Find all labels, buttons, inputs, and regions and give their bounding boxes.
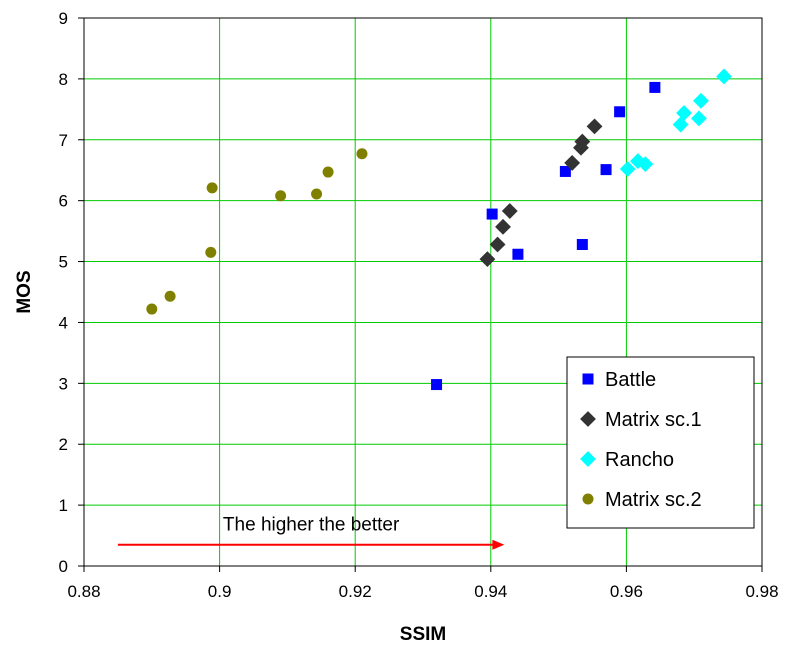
x-tick-label: 0.98: [745, 582, 778, 601]
data-point: [486, 208, 498, 220]
data-point: [574, 133, 591, 150]
y-axis-title: MOS: [14, 270, 35, 313]
y-tick-label: 3: [59, 374, 68, 393]
legend-label: Rancho: [605, 449, 674, 471]
y-tick-label: 6: [59, 192, 68, 211]
legend-label: Battle: [605, 369, 656, 391]
data-point: [676, 105, 692, 121]
data-point: [164, 290, 176, 302]
data-point: [576, 239, 588, 251]
data-point: [693, 92, 709, 109]
x-tick-label: 0.92: [339, 582, 372, 601]
data-point: [311, 188, 323, 200]
series-matrix-sc-1: [479, 118, 603, 268]
data-point: [206, 182, 218, 194]
x-tick-label: 0.9: [208, 582, 232, 601]
x-axis-ticks: 0.88 0.9 0.92 0.94 0.96 0.98: [67, 566, 779, 601]
annotation-text: The higher the better: [223, 515, 400, 536]
data-point: [489, 236, 506, 253]
data-point: [275, 190, 287, 202]
data-point: [495, 218, 511, 235]
legend-marker: [580, 411, 596, 427]
legend-label: Matrix sc.1: [605, 409, 702, 431]
x-tick-label: 0.88: [67, 582, 100, 601]
y-tick-label: 2: [59, 435, 68, 454]
data-point: [691, 110, 707, 127]
data-point: [564, 154, 581, 171]
x-tick-label: 0.94: [474, 582, 507, 601]
legend-entry: Battle: [582, 369, 656, 391]
data-points: [146, 68, 732, 391]
data-point: [479, 251, 496, 268]
legend-entry: Matrix sc.1: [580, 409, 702, 431]
legend-marker: [582, 493, 594, 505]
data-point: [649, 81, 661, 93]
y-tick-label: 8: [59, 70, 68, 89]
y-tick-label: 9: [59, 9, 68, 28]
data-point: [637, 156, 654, 173]
legend: Battle Matrix sc.1 Rancho Matrix sc.2: [566, 356, 755, 529]
legend-entry: Rancho: [580, 449, 674, 471]
y-tick-label: 4: [59, 313, 68, 332]
data-point: [614, 106, 626, 118]
legend-label: Matrix sc.2: [605, 489, 702, 511]
legend-box: [566, 356, 755, 529]
data-point: [672, 116, 689, 133]
y-tick-label: 1: [59, 496, 68, 515]
x-tick-label: 0.96: [610, 582, 643, 601]
y-tick-label: 7: [59, 131, 68, 150]
data-point: [600, 164, 612, 176]
red-arrowhead: [492, 539, 505, 550]
plot-area-border: [83, 17, 763, 567]
data-point: [512, 248, 524, 260]
data-point: [205, 246, 217, 258]
data-point: [619, 161, 636, 177]
data-point: [322, 166, 334, 178]
legend-entry: Matrix sc.2: [582, 489, 702, 511]
series-matrix-sc-2: [146, 148, 368, 315]
series-rancho: [619, 68, 732, 177]
x-axis-title: SSIM: [400, 624, 446, 645]
y-tick-label: 5: [59, 253, 68, 272]
annotation: The higher the better: [117, 515, 505, 550]
data-point: [431, 379, 443, 391]
data-point: [559, 165, 571, 177]
y-axis-ticks: 0 1 2 3 4 5 6 7 8 9: [59, 9, 84, 576]
grid-lines: [84, 18, 762, 566]
legend-marker: [580, 451, 596, 467]
y-tick-label: 0: [59, 557, 68, 576]
series-battle: [431, 81, 661, 391]
legend-marker: [582, 373, 594, 385]
data-point: [586, 118, 603, 135]
data-point: [716, 68, 732, 85]
data-point: [146, 303, 158, 315]
data-point: [501, 203, 518, 219]
data-point: [356, 148, 368, 160]
